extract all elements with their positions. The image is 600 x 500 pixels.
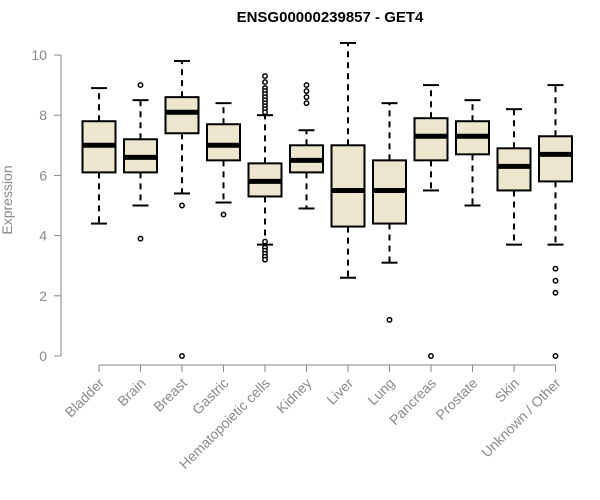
iqr-box xyxy=(330,144,366,228)
y-tick-label: 2 xyxy=(39,288,47,304)
outlier-point xyxy=(552,277,559,284)
x-tick-label: Unknown / Other xyxy=(478,375,564,461)
y-tick-label: 0 xyxy=(39,348,47,364)
x-tick-label: Brain xyxy=(114,375,148,409)
y-tick-label: 4 xyxy=(39,228,47,244)
box-bladder xyxy=(81,87,117,225)
outlier-point xyxy=(303,88,310,95)
outlier-point xyxy=(262,109,268,116)
iqr-box xyxy=(206,123,241,162)
y-tick-label: 10 xyxy=(31,47,47,63)
outlier-point xyxy=(552,353,559,359)
outlier-point xyxy=(303,100,310,107)
iqr-box xyxy=(164,96,200,135)
box-series xyxy=(81,41,573,359)
box-breast xyxy=(164,60,200,359)
x-tick-label: Breast xyxy=(150,375,190,415)
outlier-point xyxy=(220,211,227,218)
x-tick-label: Kidney xyxy=(273,375,315,417)
outlier-point xyxy=(303,82,310,89)
iqr-box xyxy=(413,117,449,162)
outlier-point xyxy=(179,353,185,359)
outlier-point xyxy=(262,256,268,263)
outlier-point xyxy=(552,289,559,296)
outlier-point xyxy=(137,82,144,89)
outlier-point xyxy=(262,79,268,86)
outlier-point xyxy=(552,265,559,272)
box-brain xyxy=(123,82,158,242)
box-skin xyxy=(496,108,532,246)
outlier-point xyxy=(137,235,144,242)
x-tick-label: Prostate xyxy=(432,375,480,423)
box-liver xyxy=(330,41,366,279)
box-gastric xyxy=(206,102,241,218)
outlier-point xyxy=(303,94,310,101)
outlier-point xyxy=(386,316,393,323)
iqr-box xyxy=(538,135,573,183)
x-tick-label: Lung xyxy=(364,375,397,408)
y-axis-label: Expression xyxy=(0,165,15,234)
y-tick-label: 8 xyxy=(39,107,47,123)
iqr-box xyxy=(496,147,532,192)
x-tick-label: Liver xyxy=(323,375,356,408)
box-prostate xyxy=(455,99,490,207)
outlier-point xyxy=(262,238,268,245)
box-kidney xyxy=(289,82,324,210)
x-tick-label: Skin xyxy=(492,375,523,406)
y-tick-label: 6 xyxy=(39,167,47,183)
outlier-point xyxy=(428,353,434,359)
x-tick-label: Bladder xyxy=(62,375,108,421)
box-hematopoietic-cells xyxy=(247,73,283,263)
box-lung xyxy=(372,102,407,323)
chart-title: ENSG00000239857 - GET4 xyxy=(237,9,424,26)
outlier-point xyxy=(179,202,185,209)
outlier-point xyxy=(262,73,268,80)
box-unknown-other xyxy=(538,84,573,359)
box-pancreas xyxy=(413,84,449,359)
